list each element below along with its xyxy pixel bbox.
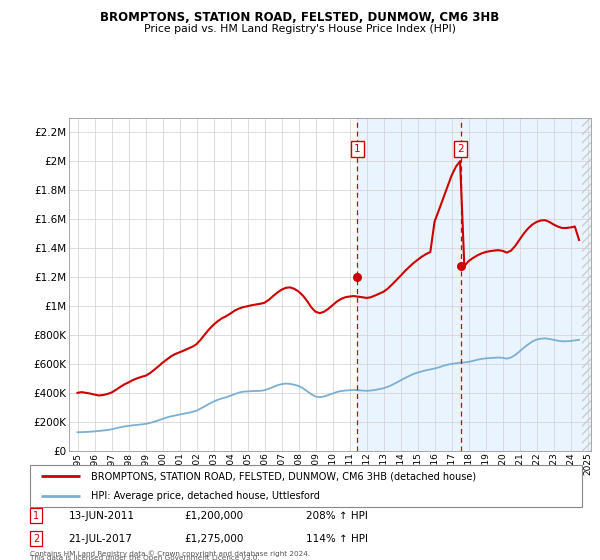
Text: 1: 1 — [354, 144, 361, 154]
Text: BROMPTONS, STATION ROAD, FELSTED, DUNMOW, CM6 3HB (detached house): BROMPTONS, STATION ROAD, FELSTED, DUNMOW… — [91, 471, 476, 481]
Text: 208% ↑ HPI: 208% ↑ HPI — [306, 511, 368, 521]
Bar — [583, 118, 591, 451]
Text: 114% ↑ HPI: 114% ↑ HPI — [306, 534, 368, 544]
Text: £1,275,000: £1,275,000 — [185, 534, 244, 544]
Text: This data is licensed under the Open Government Licence v3.0.: This data is licensed under the Open Gov… — [30, 555, 260, 560]
FancyBboxPatch shape — [30, 465, 582, 507]
Text: Price paid vs. HM Land Registry's House Price Index (HPI): Price paid vs. HM Land Registry's House … — [144, 24, 456, 34]
Text: 2: 2 — [33, 534, 39, 544]
Bar — [583, 118, 591, 451]
Bar — [357, 118, 591, 451]
Text: 21-JUL-2017: 21-JUL-2017 — [68, 534, 133, 544]
Text: 13-JUN-2011: 13-JUN-2011 — [68, 511, 134, 521]
Text: £1,200,000: £1,200,000 — [185, 511, 244, 521]
Text: 1: 1 — [33, 511, 39, 521]
Text: 2: 2 — [458, 144, 464, 154]
Text: Contains HM Land Registry data © Crown copyright and database right 2024.: Contains HM Land Registry data © Crown c… — [30, 550, 310, 557]
Text: BROMPTONS, STATION ROAD, FELSTED, DUNMOW, CM6 3HB: BROMPTONS, STATION ROAD, FELSTED, DUNMOW… — [100, 11, 500, 24]
Text: HPI: Average price, detached house, Uttlesford: HPI: Average price, detached house, Uttl… — [91, 491, 320, 501]
